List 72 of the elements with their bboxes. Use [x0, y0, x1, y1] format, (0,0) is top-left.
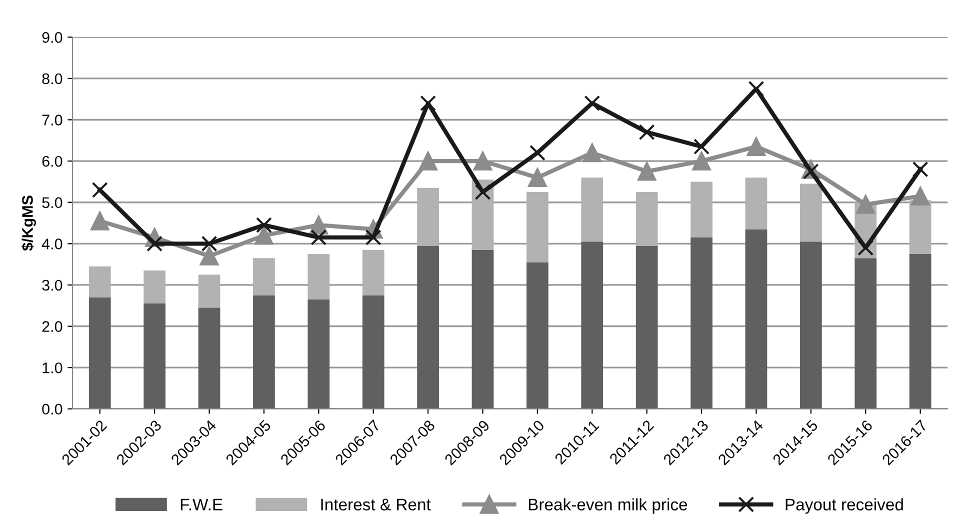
point [254, 226, 274, 245]
bar [854, 258, 877, 409]
point [858, 240, 874, 256]
point [692, 152, 711, 170]
legend-label: Interest & Rent [321, 498, 431, 510]
y-tick-label: 2.0 [42, 321, 62, 332]
point [637, 162, 656, 181]
bar [144, 270, 166, 304]
legend-label: Payout received [786, 498, 903, 514]
point [310, 229, 327, 246]
bar [472, 250, 494, 409]
point [748, 80, 764, 97]
point [365, 229, 382, 246]
bar [526, 262, 548, 409]
point [90, 212, 110, 230]
bar [800, 184, 822, 242]
legend-label: Break-even milk price [528, 498, 688, 514]
bar [308, 299, 330, 409]
bar [253, 295, 275, 409]
bar [745, 178, 768, 230]
y-tick-label: 8.0 [42, 73, 62, 84]
bar [88, 297, 111, 409]
legend-label: F.W.E [180, 498, 222, 510]
bar [581, 242, 604, 409]
y-axis-title: $/KgMS [21, 196, 36, 251]
bar [362, 295, 384, 409]
bar [308, 254, 330, 300]
point [582, 143, 602, 162]
bar [636, 192, 658, 246]
y-tick-label: 1.0 [42, 362, 62, 374]
y-tick-label: 9.0 [42, 32, 62, 43]
bar [198, 308, 220, 409]
y-tick-label: 5.0 [42, 197, 62, 208]
point [92, 182, 108, 198]
point [256, 217, 272, 234]
bar [472, 180, 494, 250]
bar [690, 237, 712, 409]
bar [88, 266, 111, 298]
point [473, 152, 492, 170]
point [856, 195, 875, 214]
bar [144, 304, 166, 409]
bar [745, 229, 768, 409]
point [584, 95, 600, 112]
bar [198, 274, 220, 308]
bar [636, 246, 658, 409]
y-tick-label: 3.0 [42, 280, 62, 291]
bar [253, 258, 275, 296]
point [201, 236, 218, 252]
point [529, 144, 546, 161]
bar [526, 192, 548, 262]
y-tick-label: 6.0 [42, 156, 62, 167]
bar [909, 254, 932, 409]
point [528, 168, 547, 187]
point [694, 138, 710, 155]
bar [690, 182, 712, 238]
point [638, 124, 655, 140]
y-tick-label: 0.0 [42, 404, 62, 415]
point [746, 137, 766, 156]
bar [417, 188, 439, 246]
point [474, 184, 491, 200]
point [420, 95, 436, 112]
bar [800, 242, 822, 409]
point [912, 161, 928, 178]
y-tick-label: 7.0 [42, 114, 62, 126]
point [418, 152, 438, 170]
y-tick-label: 4.0 [42, 238, 62, 250]
point [910, 186, 930, 206]
bar [362, 250, 384, 296]
point [200, 246, 219, 266]
bar [581, 178, 604, 242]
bar [909, 200, 932, 254]
bar [417, 246, 439, 409]
